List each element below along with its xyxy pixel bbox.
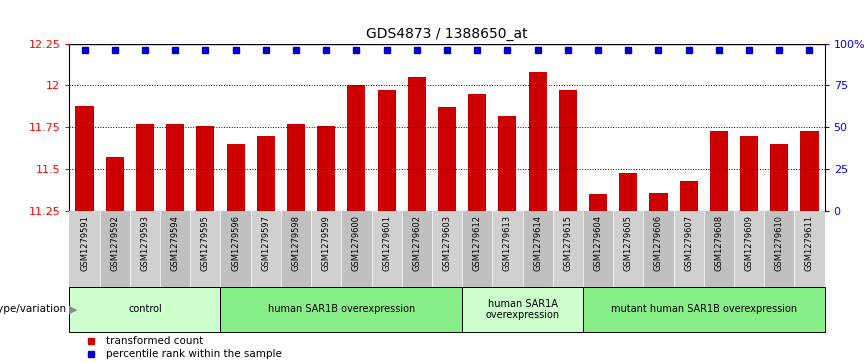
Bar [130,211,160,287]
Bar [794,211,825,287]
Bar [740,136,758,211]
Text: GSM1279603: GSM1279603 [443,215,451,271]
Bar [523,211,553,287]
Bar [311,211,341,287]
Bar [378,90,396,211]
Bar [160,211,190,287]
Text: GSM1279600: GSM1279600 [352,215,361,271]
Bar [583,287,825,332]
Bar [492,211,523,287]
Text: GSM1279610: GSM1279610 [775,215,784,271]
Bar [498,115,516,211]
Bar [704,211,734,287]
Text: GSM1279596: GSM1279596 [231,215,240,271]
Bar [281,211,311,287]
Bar [408,77,426,211]
Text: genotype/variation: genotype/variation [0,305,67,314]
Text: GSM1279602: GSM1279602 [412,215,421,271]
Text: ▶: ▶ [69,305,77,314]
Bar [220,287,462,332]
Bar [76,106,94,211]
Text: GSM1279601: GSM1279601 [382,215,391,271]
Text: percentile rank within the sample: percentile rank within the sample [106,349,281,359]
Text: GSM1279608: GSM1279608 [714,215,723,271]
Text: GSM1279614: GSM1279614 [533,215,542,271]
Bar [468,94,486,211]
Bar [649,193,667,211]
Text: control: control [128,305,161,314]
Bar [190,211,220,287]
Bar [69,287,220,332]
Text: GSM1279609: GSM1279609 [745,215,753,271]
Bar [432,211,462,287]
Bar [553,211,583,287]
Bar [643,211,674,287]
Bar [287,124,305,211]
Text: GSM1279606: GSM1279606 [654,215,663,271]
Text: GSM1279591: GSM1279591 [80,215,89,271]
Bar [372,211,402,287]
Bar [559,90,577,211]
Bar [619,172,637,211]
Bar [680,181,698,211]
Text: GSM1279597: GSM1279597 [261,215,270,271]
Text: GSM1279595: GSM1279595 [201,215,210,271]
Text: GSM1279592: GSM1279592 [110,215,119,271]
Bar [100,211,130,287]
Text: GSM1279598: GSM1279598 [292,215,300,271]
Text: GSM1279611: GSM1279611 [805,215,814,271]
Text: human SAR1B overexpression: human SAR1B overexpression [267,305,415,314]
Bar [770,144,788,211]
Bar [220,211,251,287]
Bar [106,158,124,211]
Text: GSM1279605: GSM1279605 [624,215,633,271]
Bar [136,124,154,211]
Bar [800,131,819,211]
Text: transformed count: transformed count [106,336,203,346]
Text: GSM1279615: GSM1279615 [563,215,572,271]
Bar [734,211,764,287]
Bar [438,107,456,211]
Text: GSM1279599: GSM1279599 [322,215,331,271]
Bar [317,126,335,211]
Bar [196,126,214,211]
Bar [674,211,704,287]
Bar [227,144,245,211]
Bar [462,211,492,287]
Text: GSM1279593: GSM1279593 [141,215,149,271]
Bar [583,211,613,287]
Bar [402,211,432,287]
Bar [764,211,794,287]
Bar [166,124,184,211]
Bar [462,287,583,332]
Bar [251,211,281,287]
Bar [69,211,100,287]
Bar [341,211,372,287]
Text: GSM1279613: GSM1279613 [503,215,512,271]
Bar [589,194,607,211]
Title: GDS4873 / 1388650_at: GDS4873 / 1388650_at [366,27,528,41]
Bar [710,131,728,211]
Text: GSM1279612: GSM1279612 [473,215,482,271]
Bar [347,85,365,211]
Bar [613,211,643,287]
Text: mutant human SAR1B overexpression: mutant human SAR1B overexpression [611,305,797,314]
Bar [257,136,275,211]
Text: GSM1279604: GSM1279604 [594,215,602,271]
Text: GSM1279594: GSM1279594 [171,215,180,271]
Text: human SAR1A
overexpression: human SAR1A overexpression [485,299,560,320]
Text: GSM1279607: GSM1279607 [684,215,694,271]
Bar [529,72,547,211]
